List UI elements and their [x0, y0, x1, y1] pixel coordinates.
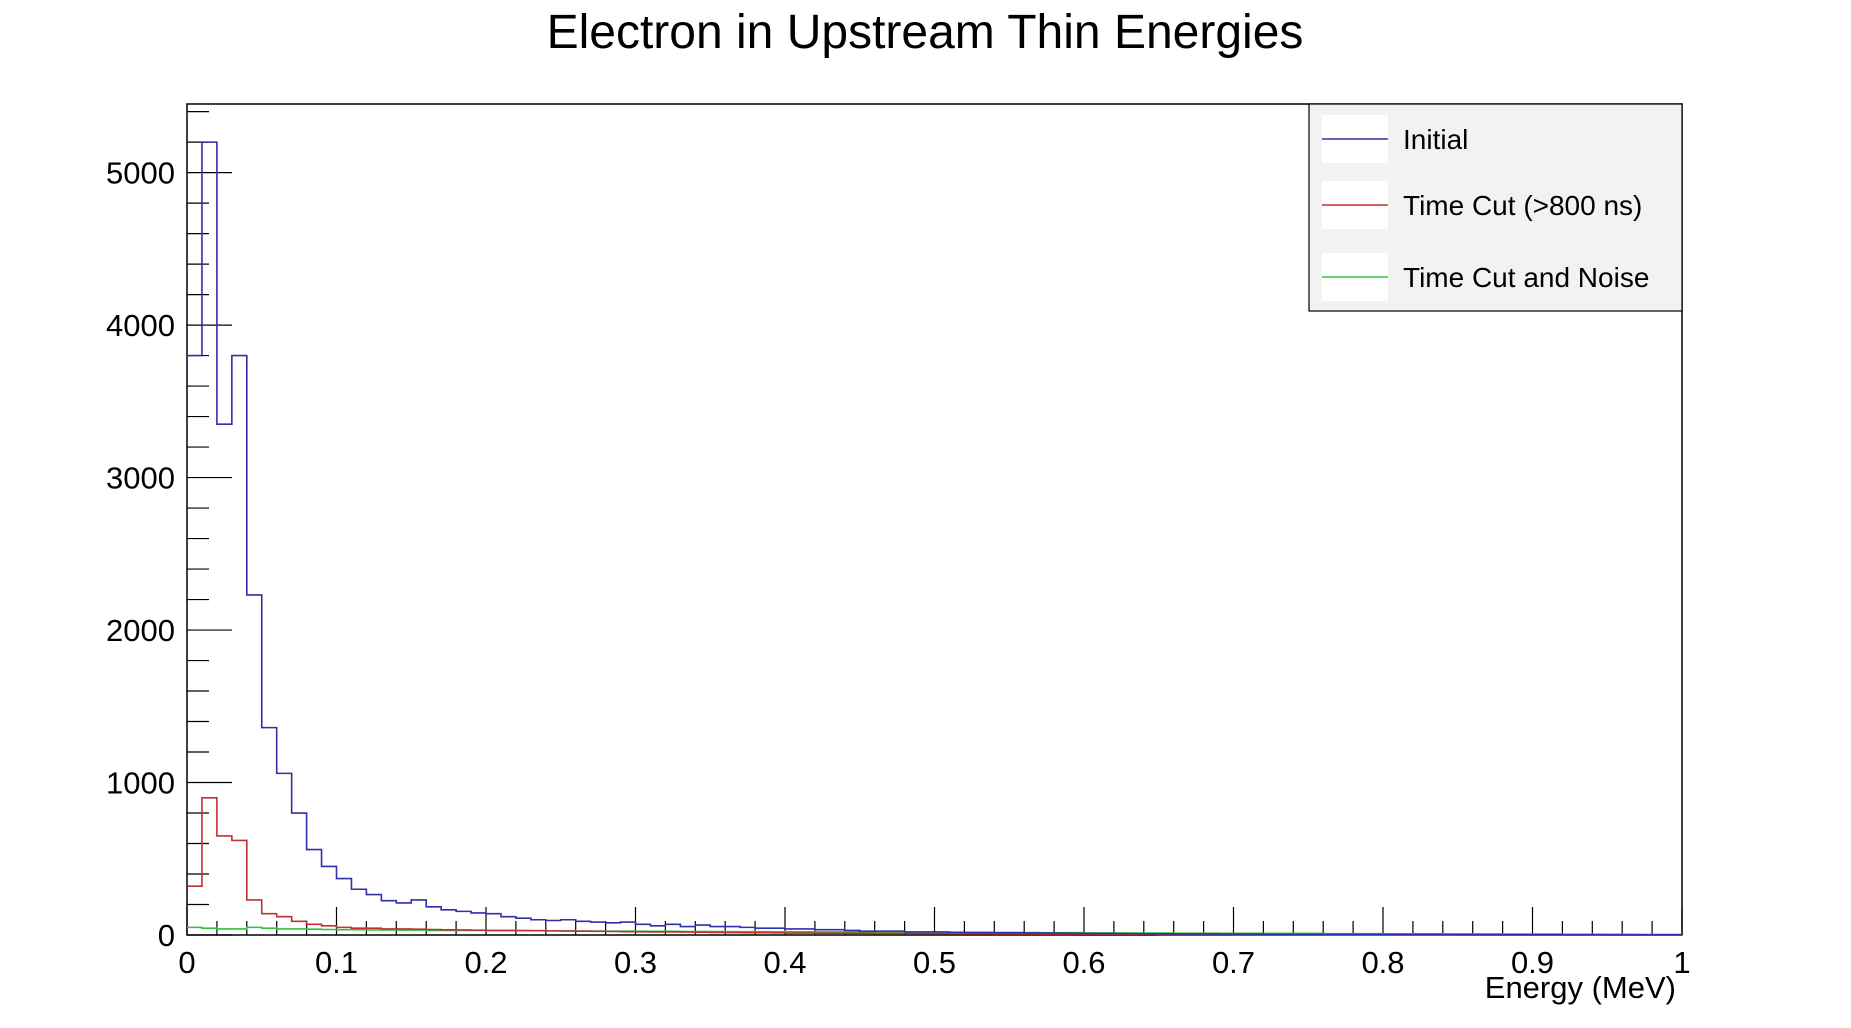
- y-tick-label: 5000: [106, 156, 175, 191]
- x-tick-label: 0.3: [614, 945, 657, 980]
- series-line-initial: [187, 141, 1682, 936]
- y-axis: 0 1000 2000 3000 4000 5000: [106, 111, 232, 953]
- x-tick-label: 0.7: [1212, 945, 1255, 980]
- y-tick-label: 1000: [106, 766, 175, 801]
- y-tick-label: 4000: [106, 308, 175, 343]
- legend: Initial Time Cut (>800 ns) Time Cut and No…: [1308, 103, 1683, 312]
- x-tick-label: 0.6: [1062, 945, 1105, 980]
- y-tick-label: 0: [158, 918, 175, 953]
- x-tick-label: 0: [178, 945, 195, 980]
- x-axis: 0 0.1 0.2 0.3 0.4 0.5 0.6 0.7 0.8 0.9 1: [178, 907, 1691, 980]
- x-tick-label: 0.4: [763, 945, 806, 980]
- y-tick-label: 3000: [106, 461, 175, 496]
- x-tick-label: 1: [1673, 945, 1690, 980]
- x-tick-label: 0.9: [1511, 945, 1554, 980]
- x-tick-label: 0.8: [1361, 945, 1404, 980]
- legend-label: Time Cut (>800 ns): [1403, 190, 1642, 221]
- chart-title: Electron in Upstream Thin Energies: [547, 6, 1304, 59]
- x-tick-label: 0.2: [464, 945, 507, 980]
- legend-label: Initial: [1403, 124, 1468, 155]
- series-layer: [187, 141, 1682, 936]
- x-tick-label: 0.1: [315, 945, 358, 980]
- y-tick-label: 2000: [106, 613, 175, 648]
- legend-label: Time Cut and Noise: [1403, 262, 1649, 293]
- x-tick-label: 0.5: [913, 945, 956, 980]
- x-axis-label: Energy (MeV): [1485, 970, 1676, 1005]
